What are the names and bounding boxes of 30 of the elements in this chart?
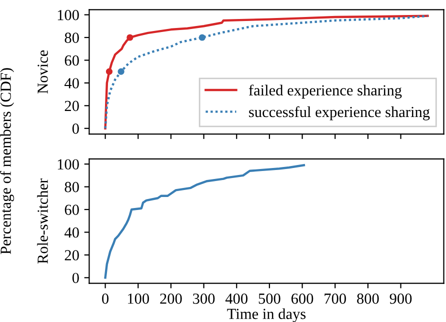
- y-tick-label: 60: [64, 55, 79, 66]
- y-tick-label: 100: [58, 159, 79, 170]
- text: Percentage of members (CDF): [0, 68, 14, 254]
- y-tick-label: 20: [64, 250, 79, 260]
- y-tick-label: 100: [58, 10, 79, 20]
- y-tick-label: 40: [64, 78, 79, 88]
- legend-label: successful experience sharing: [249, 106, 430, 120]
- x-tick-label: 500: [258, 294, 280, 304]
- x-tick-label: 0: [102, 294, 109, 304]
- line-series: [104, 14, 429, 130]
- legend-label: failed experience sharing: [248, 84, 402, 99]
- y-tick-label: 0: [72, 272, 79, 284]
- x-tick-label: 100: [128, 294, 149, 304]
- x-tick-label: 300: [193, 294, 215, 304]
- y-tick-label: 20: [64, 100, 79, 112]
- y-tick-label: 40: [64, 227, 79, 238]
- x-tick-label: 800: [357, 294, 379, 304]
- x-tick-label: 600: [291, 294, 314, 304]
- x-tick-label: 200: [160, 294, 182, 304]
- y-tick-label: 60: [64, 204, 79, 215]
- x-tick-label: 900: [390, 294, 412, 304]
- x-tick-label: 400: [225, 294, 248, 304]
- x-axis-title: Time in days: [227, 308, 306, 322]
- x-tick-label: 700: [324, 294, 346, 304]
- y-tick-label: 80: [64, 182, 79, 192]
- y-tick-label: 80: [64, 32, 79, 43]
- y-tick-label: 0: [72, 124, 79, 134]
- y-axis-title: Role-switcher: [37, 178, 48, 264]
- line-series: [104, 164, 306, 279]
- y-axis-title: Novice: [38, 50, 48, 94]
